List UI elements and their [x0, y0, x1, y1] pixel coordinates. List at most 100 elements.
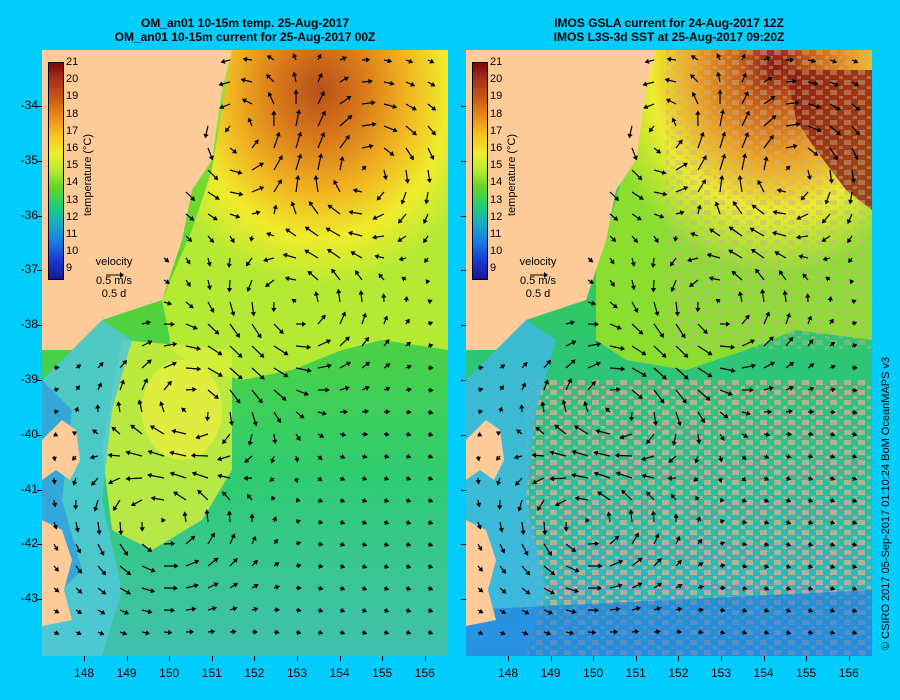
- current-arrowhead: [292, 71, 298, 77]
- current-arrowhead: [204, 509, 210, 514]
- current-arrowhead: [296, 563, 302, 569]
- longitude-tick-label: 149: [540, 666, 561, 680]
- current-arrowhead: [521, 382, 527, 388]
- current-arrowhead: [403, 295, 409, 301]
- current-arrowhead: [669, 261, 675, 267]
- current-arrowhead: [429, 58, 435, 64]
- current-arrowhead: [428, 563, 434, 569]
- current-arrowhead: [830, 519, 836, 525]
- current-arrowhead: [405, 318, 410, 324]
- current-arrowhead: [743, 433, 749, 438]
- current-arrowhead: [785, 312, 791, 318]
- current-arrowhead: [348, 209, 354, 216]
- longitude-tick: [593, 656, 595, 661]
- current-arrowhead: [431, 130, 436, 136]
- current-arrowhead: [611, 237, 617, 242]
- current-arrowhead: [424, 257, 429, 263]
- current-arrowhead: [228, 421, 234, 426]
- current-arrowhead: [831, 409, 836, 415]
- current-arrowhead: [730, 344, 736, 350]
- current-arrowhead: [276, 418, 281, 424]
- current-arrowhead: [361, 312, 367, 318]
- current-arrowhead: [187, 237, 193, 242]
- current-arrowhead: [235, 213, 241, 219]
- colorbar-tick-label: 9: [66, 262, 73, 275]
- current-arrowhead: [125, 450, 131, 456]
- current-arrowhead: [327, 363, 332, 369]
- current-arrowhead: [850, 178, 856, 184]
- current-arrowhead: [805, 293, 811, 298]
- current-arrowhead: [340, 476, 346, 481]
- current-arrowhead: [269, 477, 275, 482]
- longitude-tick-label: 154: [753, 666, 774, 680]
- colorbar-tick-label: 16: [490, 142, 503, 154]
- current-arrowhead: [318, 541, 324, 547]
- current-arrowhead: [340, 585, 346, 591]
- current-arrowhead: [852, 475, 858, 481]
- current-arrowhead: [247, 441, 253, 446]
- current-arrowhead: [51, 479, 57, 485]
- current-arrowhead: [742, 541, 748, 547]
- latitude-tick-label: -43: [20, 591, 38, 606]
- current-arrowhead: [656, 629, 661, 635]
- current-arrowhead: [266, 232, 272, 238]
- current-arrowhead: [252, 421, 258, 427]
- current-arrowhead: [809, 409, 815, 415]
- current-arrowhead: [146, 359, 152, 365]
- current-arrowhead: [147, 547, 153, 552]
- current-arrowhead: [406, 585, 412, 591]
- current-arrowhead: [401, 276, 407, 282]
- current-arrowhead: [501, 609, 507, 614]
- current-arrowhead: [224, 127, 230, 133]
- longitude-tick-label: 156: [414, 666, 435, 680]
- velocity-key-label: velocity: [519, 256, 557, 268]
- current-arrowhead: [571, 340, 577, 346]
- current-arrowhead: [585, 517, 590, 523]
- current-arrowhead: [789, 361, 795, 367]
- current-arrowhead: [591, 380, 596, 386]
- latitude-tick: [37, 434, 42, 436]
- current-arrowhead: [542, 530, 548, 536]
- current-arrowhead: [495, 455, 501, 461]
- current-arrowhead: [212, 606, 218, 612]
- current-arrowhead: [411, 105, 417, 111]
- current-arrowhead: [76, 630, 82, 636]
- current-arrowhead: [321, 110, 326, 116]
- colorbar-tick-label: 17: [66, 124, 79, 137]
- current-arrowhead: [210, 532, 215, 538]
- current-arrowhead: [325, 227, 331, 233]
- right-title-line1: IMOS GSLA current for 24-Aug-2017 12Z: [554, 16, 784, 30]
- current-arrowhead: [371, 234, 377, 240]
- current-arrowhead: [678, 139, 683, 145]
- colorbar-tick-label: 19: [490, 90, 503, 103]
- current-arrowhead: [632, 155, 638, 161]
- current-arrowhead: [197, 489, 203, 495]
- current-arrowhead: [384, 563, 390, 569]
- current-arrowhead: [789, 57, 795, 63]
- current-arrowhead: [299, 413, 305, 419]
- current-arrowhead: [830, 541, 836, 547]
- current-arrowhead: [633, 237, 639, 244]
- current-arrowhead: [706, 252, 712, 258]
- current-arrowhead: [77, 588, 83, 594]
- current-arrowhead: [326, 248, 333, 254]
- current-arrowhead: [383, 315, 389, 321]
- latitude-tick-label: -34: [20, 98, 38, 112]
- current-arrowhead: [613, 215, 619, 221]
- current-arrowhead: [630, 285, 636, 291]
- current-arrowhead: [243, 475, 248, 481]
- current-arrowhead: [700, 418, 705, 424]
- current-arrowhead: [825, 276, 831, 282]
- current-arrowhead: [728, 249, 734, 255]
- current-arrowhead: [126, 570, 132, 576]
- current-arrowhead: [478, 630, 484, 636]
- current-arrowhead: [376, 195, 382, 201]
- current-arrowhead: [340, 563, 346, 569]
- latitude-tick: [37, 106, 42, 107]
- current-arrowhead: [130, 424, 136, 430]
- current-arrowhead: [406, 431, 412, 437]
- current-arrowhead: [659, 398, 665, 404]
- current-arrowhead: [72, 431, 78, 436]
- current-arrowhead: [524, 609, 530, 615]
- current-arrowhead: [519, 404, 525, 409]
